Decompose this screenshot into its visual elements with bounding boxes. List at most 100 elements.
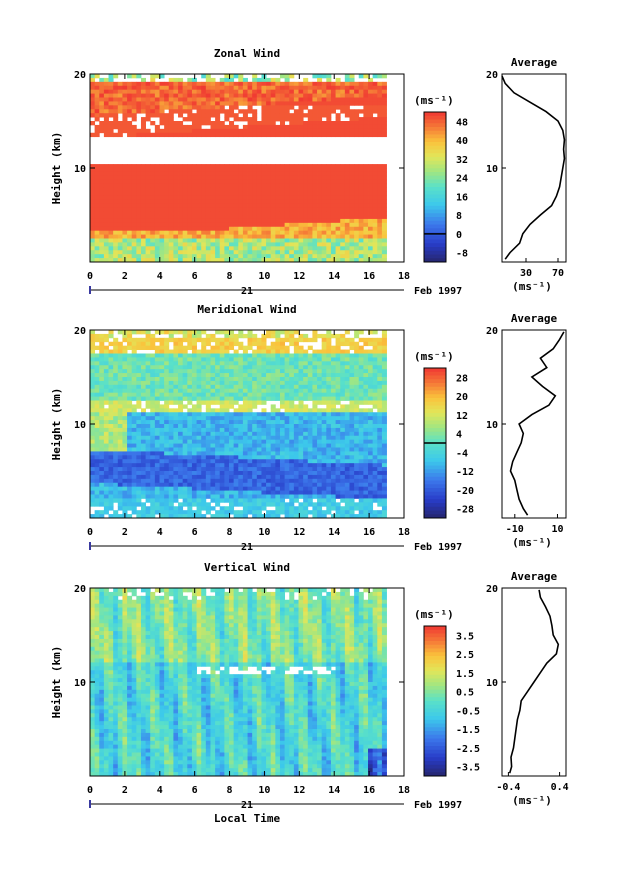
- heatmap-cell: [136, 416, 142, 421]
- heatmap-cell: [122, 498, 128, 503]
- heatmap-cell: [224, 396, 230, 401]
- heatmap-cell: [140, 455, 146, 460]
- heatmap-cell: [122, 478, 128, 484]
- heatmap-cell: [266, 105, 272, 110]
- heatmap-cell: [145, 101, 151, 106]
- heatmap-cell: [279, 392, 286, 397]
- heatmap-cell: [298, 404, 304, 409]
- colorbar-segment: [424, 164, 446, 169]
- heatmap-cell: [210, 420, 216, 425]
- heatmap-cell: [154, 230, 160, 235]
- heatmap-cell: [238, 101, 244, 106]
- heatmap-cell: [330, 191, 336, 196]
- heatmap-cell: [279, 230, 286, 235]
- heatmap-cell: [178, 191, 184, 196]
- heatmap-cell: [279, 361, 286, 366]
- heatmap-cell: [242, 183, 248, 188]
- heatmap-cell: [205, 353, 211, 358]
- heatmap-cell: [182, 404, 188, 409]
- heatmap-cell: [90, 230, 96, 235]
- heatmap-cell: [150, 498, 156, 503]
- heatmap-cell: [326, 392, 332, 397]
- heatmap-cell: [145, 357, 151, 362]
- heatmap-cell: [205, 258, 211, 263]
- heatmap-cell: [210, 474, 216, 480]
- heatmap-cell: [117, 392, 123, 397]
- heatmap-cell: [284, 369, 290, 374]
- heatmap-cell: [340, 93, 346, 98]
- heatmap-cell: [103, 128, 109, 134]
- heatmap-cell: [289, 191, 295, 196]
- heatmap-cell: [136, 250, 142, 255]
- heatmap-cell: [90, 474, 96, 480]
- heatmap-cell: [279, 494, 286, 499]
- heatmap-cell: [247, 175, 253, 181]
- heatmap-cell: [219, 478, 225, 484]
- heatmap-cell: [321, 474, 327, 480]
- heatmap-cell: [270, 412, 276, 417]
- heatmap-cell: [178, 431, 184, 437]
- heatmap-cell: [182, 333, 188, 339]
- heatmap-cell: [229, 455, 235, 460]
- y-tick-label: 10: [74, 164, 86, 175]
- heatmap-cell: [326, 345, 332, 350]
- heatmap-cell: [122, 179, 128, 185]
- heatmap-cell: [205, 494, 211, 499]
- heatmap-cell: [201, 463, 207, 468]
- heatmap-cell: [173, 132, 179, 138]
- heatmap-cell: [113, 486, 119, 491]
- heatmap-cell: [261, 250, 267, 255]
- heatmap-cell: [113, 345, 119, 350]
- heatmap-cell: [140, 439, 146, 444]
- heatmap-cell: [103, 373, 109, 378]
- heatmap-cell: [330, 447, 336, 452]
- heatmap-cell: [145, 494, 151, 499]
- heatmap-cell: [284, 435, 290, 441]
- heatmap-cell: [108, 365, 114, 370]
- heatmap-cell: [196, 420, 202, 425]
- heatmap-cell: [312, 179, 318, 185]
- heatmap-cell: [150, 482, 156, 488]
- heatmap-cell: [219, 203, 225, 208]
- heatmap-cell: [219, 408, 225, 413]
- heatmap-cell: [233, 427, 239, 433]
- heatmap-cell: [113, 451, 119, 456]
- heatmap-cell: [242, 490, 248, 495]
- heatmap-cell: [201, 384, 207, 390]
- heatmap-cell: [108, 89, 114, 94]
- heatmap-cell: [368, 113, 374, 118]
- heatmap-cell: [381, 195, 387, 200]
- heatmap-cell: [122, 175, 128, 181]
- heatmap-cell: [247, 330, 253, 335]
- heatmap-cell: [178, 412, 184, 417]
- heatmap-cell: [349, 132, 355, 138]
- heatmap-cell: [372, 242, 378, 247]
- heatmap-cell: [247, 164, 253, 169]
- heatmap-cell: [242, 373, 248, 378]
- heatmap-cell: [229, 191, 235, 196]
- heatmap-cell: [205, 361, 211, 366]
- heatmap-cell: [168, 187, 174, 192]
- heatmap-cell: [99, 113, 105, 118]
- heatmap-cell: [354, 171, 360, 177]
- heatmap-cell: [122, 490, 128, 495]
- heatmap-cell: [196, 330, 202, 335]
- heatmap-cell: [289, 337, 295, 343]
- heatmap-cell: [256, 85, 262, 91]
- heatmap-cell: [252, 416, 258, 421]
- heatmap-cell: [108, 357, 114, 362]
- heatmap-cell: [127, 408, 133, 413]
- heatmap-cell: [145, 195, 151, 200]
- heatmap-cell: [307, 396, 313, 401]
- heatmap-cell: [164, 113, 170, 118]
- heatmap-cell: [122, 171, 128, 177]
- heatmap-cell: [196, 97, 202, 102]
- heatmap-cell: [335, 388, 341, 394]
- heatmap-cell: [173, 238, 179, 243]
- heatmap-cell: [145, 187, 151, 192]
- heatmap-cell: [140, 195, 146, 200]
- heatmap-cell: [252, 388, 258, 394]
- heatmap-cell: [99, 478, 105, 484]
- heatmap-cell: [303, 361, 309, 366]
- heatmap-cell: [168, 333, 174, 339]
